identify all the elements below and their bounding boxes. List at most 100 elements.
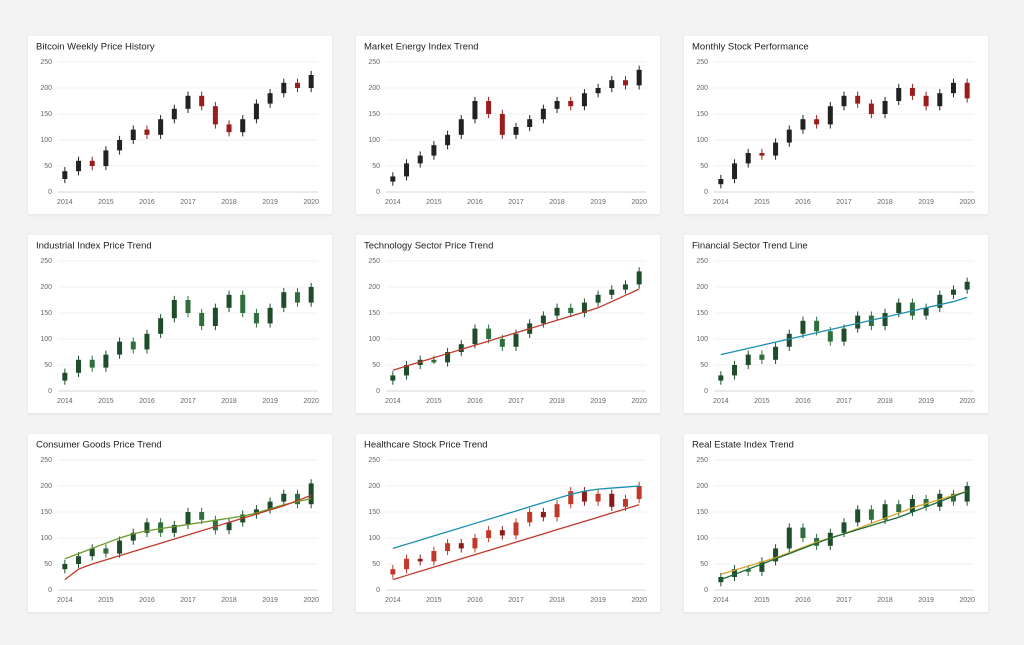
candle-body bbox=[267, 501, 273, 510]
x-tick-label: 2018 bbox=[549, 597, 565, 604]
x-tick-label: 2016 bbox=[467, 597, 483, 604]
y-tick-label: 200 bbox=[40, 284, 52, 291]
x-tick-label: 2019 bbox=[590, 398, 606, 405]
x-tick-label: 2015 bbox=[426, 199, 442, 206]
candle-body bbox=[486, 328, 492, 339]
x-tick-label: 2019 bbox=[590, 597, 606, 604]
y-tick-label: 50 bbox=[44, 561, 52, 568]
candle-body bbox=[964, 281, 970, 290]
candle-body bbox=[841, 328, 847, 342]
candle-body bbox=[171, 300, 177, 319]
y-tick-label: 100 bbox=[40, 137, 52, 144]
panel-background bbox=[684, 235, 988, 413]
chart-title: Market Energy Index Trend bbox=[364, 42, 479, 53]
y-tick-label: 250 bbox=[696, 457, 708, 464]
y-tick-label: 250 bbox=[40, 457, 52, 464]
candle-body bbox=[814, 119, 820, 125]
x-tick-label: 2016 bbox=[795, 199, 811, 206]
candle-body bbox=[950, 493, 956, 502]
candle-body bbox=[568, 101, 574, 107]
candle-body bbox=[773, 142, 779, 156]
candle-body bbox=[554, 307, 560, 316]
chart-title: Technology Sector Price Trend bbox=[364, 241, 493, 252]
chart-title: Financial Sector Trend Line bbox=[692, 241, 808, 252]
trend-line bbox=[720, 490, 968, 581]
y-tick-label: 250 bbox=[696, 258, 708, 265]
x-tick-label: 2020 bbox=[631, 199, 647, 206]
y-tick-label: 0 bbox=[376, 189, 380, 196]
candle-body bbox=[486, 530, 492, 538]
y-tick-label: 100 bbox=[696, 137, 708, 144]
y-tick-label: 50 bbox=[372, 561, 380, 568]
candle-body bbox=[732, 163, 738, 179]
candle-body bbox=[294, 292, 300, 303]
candle-body bbox=[595, 493, 601, 502]
y-tick-label: 50 bbox=[44, 163, 52, 170]
candle-body bbox=[581, 302, 587, 313]
x-tick-label: 2017 bbox=[836, 398, 852, 405]
y-tick-label: 150 bbox=[40, 509, 52, 516]
y-tick-label: 100 bbox=[368, 336, 380, 343]
candle-body bbox=[554, 101, 560, 109]
chart-panel: Monthly Stock Performance 0 50 100 150 200 250… bbox=[684, 36, 988, 214]
candle-body bbox=[759, 354, 765, 360]
y-tick-label: 150 bbox=[368, 509, 380, 516]
panel-background bbox=[356, 434, 660, 612]
candle-body bbox=[212, 106, 218, 125]
candle-body bbox=[89, 160, 95, 166]
candle-body bbox=[909, 302, 915, 316]
candle-body bbox=[117, 140, 123, 151]
y-tick-label: 250 bbox=[40, 258, 52, 265]
x-tick-label: 2018 bbox=[549, 199, 565, 206]
x-tick-label: 2014 bbox=[385, 199, 401, 206]
x-tick-label: 2015 bbox=[426, 597, 442, 604]
candle-body bbox=[253, 509, 259, 515]
candle-body bbox=[308, 483, 314, 505]
x-tick-label: 2014 bbox=[385, 597, 401, 604]
candle-body bbox=[76, 359, 82, 373]
candle-body bbox=[855, 95, 861, 104]
chart-panel: Bitcoin Weekly Price History 0 50 100 150 200… bbox=[28, 36, 332, 214]
candle-body bbox=[62, 564, 68, 570]
y-tick-label: 100 bbox=[696, 336, 708, 343]
candle-body bbox=[158, 318, 164, 334]
candle-body bbox=[171, 525, 177, 533]
x-tick-label: 2018 bbox=[221, 597, 237, 604]
x-tick-label: 2016 bbox=[467, 398, 483, 405]
chart-title: Bitcoin Weekly Price History bbox=[36, 42, 155, 53]
y-tick-label: 200 bbox=[696, 483, 708, 490]
x-tick-label: 2019 bbox=[262, 597, 278, 604]
x-tick-label: 2016 bbox=[795, 398, 811, 405]
x-tick-label: 2017 bbox=[836, 199, 852, 206]
y-tick-label: 200 bbox=[40, 85, 52, 92]
x-tick-label: 2016 bbox=[795, 597, 811, 604]
x-tick-label: 2017 bbox=[508, 398, 524, 405]
y-tick-label: 150 bbox=[696, 111, 708, 118]
candle-body bbox=[267, 93, 273, 104]
y-tick-label: 150 bbox=[696, 509, 708, 516]
candle-body bbox=[158, 522, 164, 533]
candle-body bbox=[103, 354, 109, 368]
candle-body bbox=[458, 119, 464, 135]
candle-body bbox=[855, 315, 861, 329]
candle-body bbox=[76, 160, 82, 172]
y-tick-label: 0 bbox=[48, 388, 52, 395]
chart-title: Consumer Goods Price Trend bbox=[36, 440, 162, 451]
candle-body bbox=[199, 313, 205, 326]
x-tick-label: 2019 bbox=[918, 398, 934, 405]
panel-background bbox=[28, 434, 332, 612]
candle-body bbox=[144, 522, 150, 533]
panel-background bbox=[28, 235, 332, 413]
candle-body bbox=[868, 509, 874, 520]
x-tick-label: 2015 bbox=[426, 398, 442, 405]
candle-body bbox=[595, 294, 601, 303]
candle-body bbox=[445, 134, 451, 146]
x-tick-label: 2020 bbox=[303, 597, 319, 604]
candle-body bbox=[158, 119, 164, 135]
candle-body bbox=[103, 548, 109, 554]
candle-body bbox=[431, 359, 437, 363]
candle-body bbox=[445, 352, 451, 363]
candle-body bbox=[472, 538, 478, 549]
candle-body bbox=[896, 302, 902, 313]
x-tick-label: 2018 bbox=[549, 398, 565, 405]
